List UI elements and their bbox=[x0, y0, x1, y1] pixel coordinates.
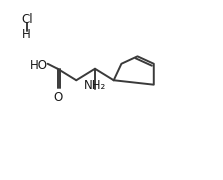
Text: H: H bbox=[22, 28, 31, 41]
Text: HO: HO bbox=[29, 59, 47, 72]
Text: NH₂: NH₂ bbox=[84, 79, 106, 92]
Text: O: O bbox=[53, 91, 62, 104]
Text: Cl: Cl bbox=[21, 14, 33, 26]
